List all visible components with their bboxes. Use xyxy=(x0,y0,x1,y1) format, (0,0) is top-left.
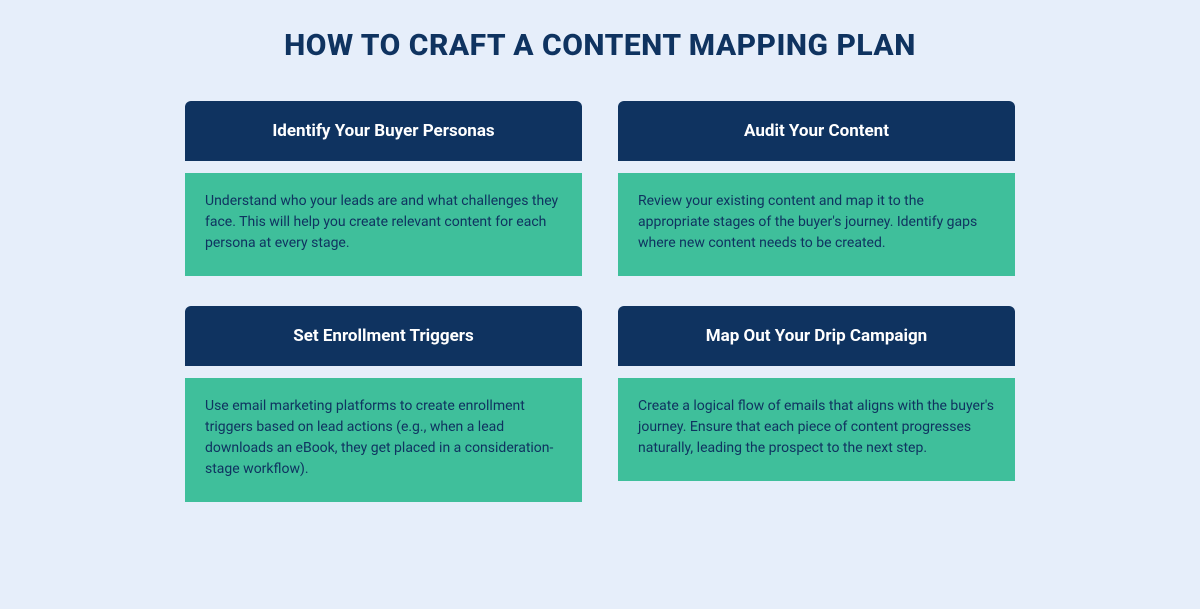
card-body: Create a logical flow of emails that ali… xyxy=(618,378,1015,481)
page-title: HOW TO CRAFT A CONTENT MAPPING PLAN xyxy=(40,28,1160,63)
card-header: Audit Your Content xyxy=(618,101,1015,161)
card-audit-content: Audit Your Content Review your existing … xyxy=(618,101,1015,276)
card-body: Understand who your leads are and what c… xyxy=(185,173,582,276)
card-header: Identify Your Buyer Personas xyxy=(185,101,582,161)
card-header: Map Out Your Drip Campaign xyxy=(618,306,1015,366)
card-body: Use email marketing platforms to create … xyxy=(185,378,582,502)
card-drip-campaign: Map Out Your Drip Campaign Create a logi… xyxy=(618,306,1015,502)
card-identify-personas: Identify Your Buyer Personas Understand … xyxy=(185,101,582,276)
card-header: Set Enrollment Triggers xyxy=(185,306,582,366)
card-body: Review your existing content and map it … xyxy=(618,173,1015,276)
card-enrollment-triggers: Set Enrollment Triggers Use email market… xyxy=(185,306,582,502)
card-grid: Identify Your Buyer Personas Understand … xyxy=(185,101,1015,502)
